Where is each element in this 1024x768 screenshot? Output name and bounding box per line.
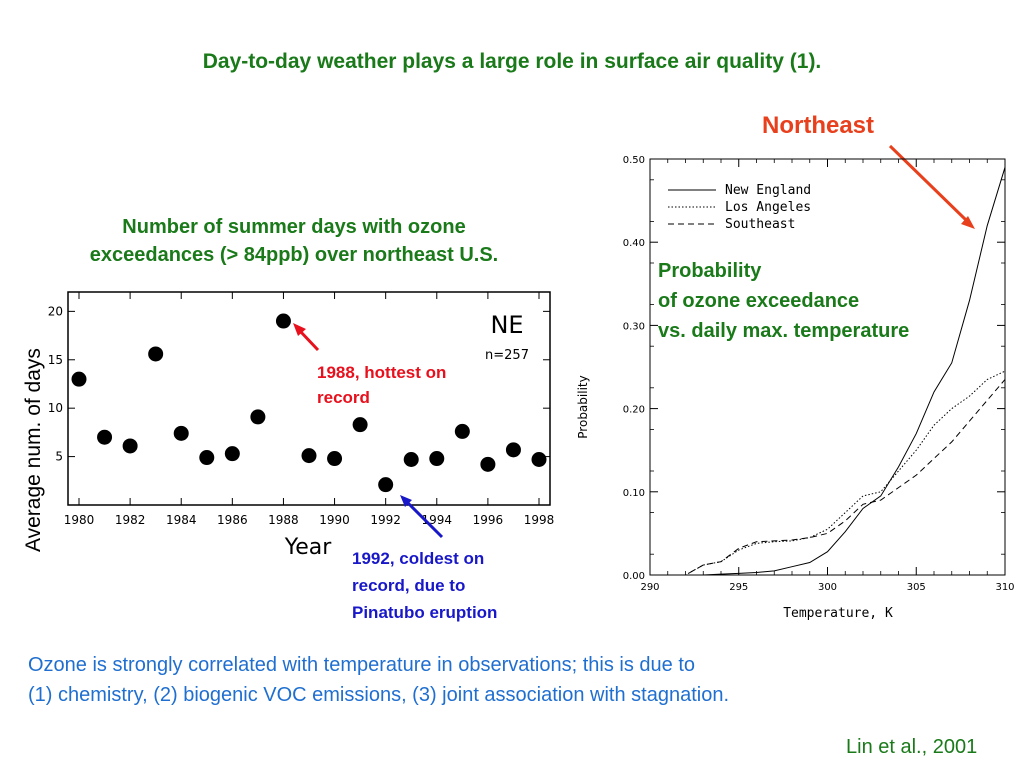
inset-n-label: n=257 [485, 348, 529, 363]
left-plot-frame [67, 291, 551, 506]
x-tick-label: 1990 [319, 513, 350, 527]
y-tick-label: 20 [48, 304, 63, 318]
right-plot-frame [649, 158, 1006, 576]
data-point-1995 [454, 423, 470, 439]
x-tick-label: 1982 [115, 513, 146, 527]
data-point-1988 [275, 313, 291, 329]
annotation-1992-line1: 1992, coldest on [352, 549, 485, 568]
data-point-1992 [378, 477, 394, 493]
x-tick-label: 1984 [166, 513, 197, 527]
right-y-axis-label: Probability [576, 375, 590, 438]
left-chart-plot: 1980 1982 1984 1986 1988 1990 1992 1994 1996 1998… [48, 291, 555, 560]
data-point-1986 [224, 446, 240, 462]
annotation-1992-line2: record, due to [352, 576, 466, 595]
legend-label: Los Angeles [725, 200, 811, 215]
citation: Lin et al., 2001 [846, 736, 978, 758]
left-chart-title: Number of summer days with ozone exceeda… [20, 213, 568, 269]
x-tick-label: 295 [729, 582, 748, 593]
data-point-1984 [173, 425, 189, 441]
series-line-los-angeles [650, 370, 1006, 576]
legend-label: New England [725, 183, 811, 198]
left-chart-title-line2: exceedances (> 84ppb) over northeast U.S… [89, 244, 499, 266]
y-tick-label: 0.10 [623, 488, 645, 499]
data-point-1985 [199, 450, 215, 466]
data-point-1982 [122, 438, 138, 454]
data-point-1987 [250, 409, 266, 425]
y-tick-label: 0.20 [623, 405, 645, 416]
northeast-label: Northeast [762, 112, 875, 139]
right-chart-title-line1: Probability [658, 260, 762, 282]
blue-arrow-1992 [400, 495, 444, 539]
y-tick-label: 5 [55, 450, 63, 464]
data-point-1990 [327, 451, 343, 467]
right-chart-title-line2: of ozone exceedance [658, 290, 860, 312]
data-point-1980 [71, 371, 87, 387]
data-point-1989 [301, 448, 317, 464]
bottom-summary-line2: (1) chemistry, (2) biogenic VOC emission… [28, 684, 730, 706]
data-point-1997 [505, 442, 521, 458]
red-arrow-1988 [293, 323, 320, 352]
y-tick-label: 10 [48, 401, 63, 415]
x-tick-label: 310 [995, 582, 1014, 593]
data-point-1991 [352, 417, 368, 433]
x-tick-label: 1998 [524, 513, 555, 527]
x-tick-label: 1996 [473, 513, 504, 527]
x-tick-label: 1986 [217, 513, 248, 527]
legend-label: Southeast [725, 217, 795, 232]
y-tick-label: 15 [48, 353, 63, 367]
x-tick-label: 1992 [370, 513, 401, 527]
series-line-new-england [650, 167, 1006, 576]
inset-label-ne: NE [490, 311, 523, 339]
right-chart-title: Probability of ozone exceedance vs. dail… [658, 256, 909, 346]
data-point-1996 [480, 456, 496, 472]
annotation-1992: 1992, coldest on record, due to Pinatubo… [352, 545, 562, 626]
x-tick-label: 1980 [64, 513, 95, 527]
data-point-1998 [531, 451, 547, 467]
annotation-1992-line3: Pinatubo eruption [352, 603, 498, 622]
data-point-1993 [403, 451, 419, 467]
left-x-axis-label: Year [284, 535, 333, 560]
slide-title: Day-to-day weather plays a large role in… [202, 50, 822, 73]
annotation-1988: 1988, hottest on record [317, 360, 502, 410]
x-tick-label: 290 [640, 582, 659, 593]
x-tick-label: 305 [907, 582, 926, 593]
right-chart-title-line3: vs. daily max. temperature [658, 320, 910, 342]
orange-arrow-northeast [888, 144, 975, 229]
bottom-summary-line1: Ozone is strongly correlated with temper… [28, 654, 695, 676]
left-chart-title-line1: Number of summer days with ozone [122, 216, 466, 238]
bottom-summary-text: Ozone is strongly correlated with temper… [28, 650, 729, 710]
y-tick-label: 0.30 [623, 321, 645, 332]
y-tick-label: 0.40 [623, 238, 645, 249]
annotation-1988-line1: 1988, hottest on [317, 363, 447, 382]
right-line-chart: 290 295 300 305 310 0.00 0.10 0.20 0.30 0.40 0.50 N… [576, 155, 1015, 621]
annotation-1988-line2: record [317, 388, 370, 407]
data-point-1994 [429, 451, 445, 467]
y-tick-label: 0.50 [623, 155, 645, 166]
x-tick-label: 300 [818, 582, 837, 593]
data-point-1983 [148, 346, 164, 362]
series-line-southeast [650, 379, 1006, 576]
y-tick-label: 0.00 [623, 571, 645, 582]
x-tick-label: 1988 [268, 513, 299, 527]
right-x-axis-label: Temperature, K [783, 606, 893, 621]
data-point-1981 [97, 429, 113, 445]
